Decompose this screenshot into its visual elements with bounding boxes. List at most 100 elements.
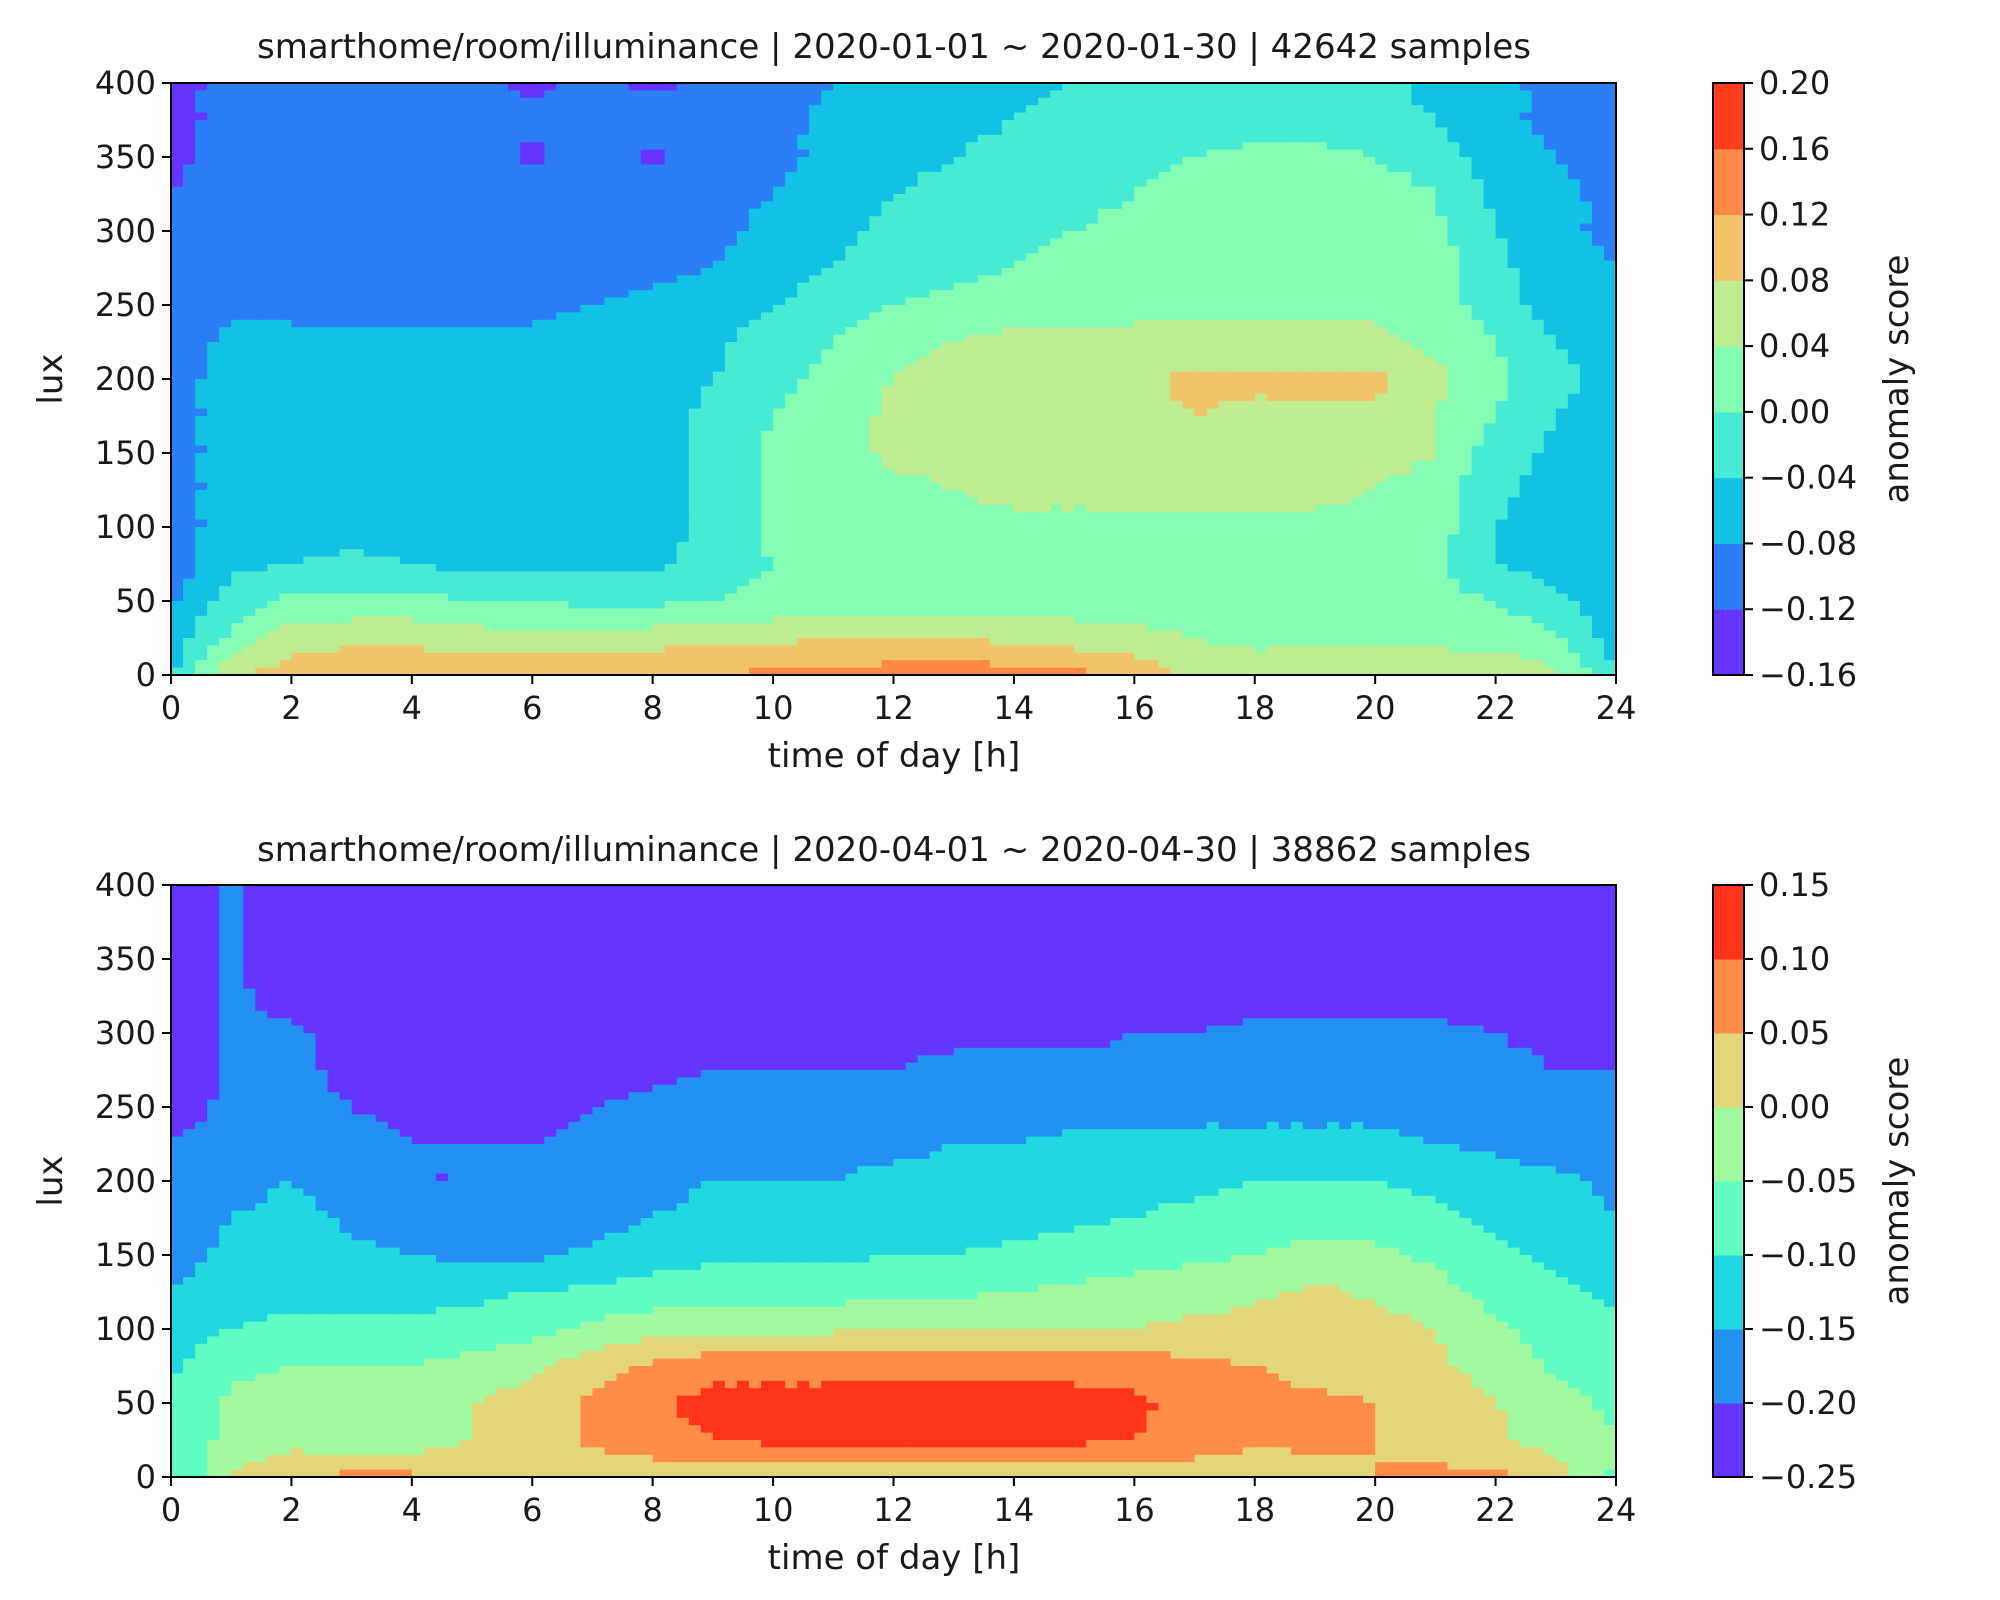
contour-cell <box>773 260 786 269</box>
contour-cell <box>231 245 244 254</box>
contour-cell <box>1579 201 1593 210</box>
contour-cell <box>351 171 365 180</box>
contour-cell <box>1062 231 1075 239</box>
contour-cell <box>1134 90 1147 99</box>
contour-cell <box>1471 142 1485 151</box>
contour-cell <box>1555 379 1569 387</box>
contour-cell <box>941 245 955 254</box>
contour-cell <box>1459 356 1473 365</box>
contour-cell <box>1134 364 1147 373</box>
contour-cell <box>399 297 413 306</box>
contour-cell <box>207 305 220 313</box>
contour-cell <box>207 275 220 284</box>
contour-cell <box>520 334 533 343</box>
contour-cell <box>1314 356 1328 365</box>
contour-cell <box>1339 112 1352 121</box>
contour-cell <box>508 297 521 306</box>
contour-cell <box>797 386 810 395</box>
contour-cell <box>1555 282 1569 291</box>
contour-cell <box>761 97 774 106</box>
contour-cell <box>255 349 268 358</box>
contour-cell <box>785 179 798 188</box>
contour-cell <box>1363 282 1376 291</box>
contour-cell <box>291 260 305 269</box>
contour-cell <box>1254 349 1268 358</box>
contour-cell <box>1134 238 1147 247</box>
contour-cell <box>472 364 485 373</box>
contour-cell <box>1603 349 1617 358</box>
contour-cell <box>797 105 810 114</box>
contour-cell <box>989 186 1003 195</box>
contour-cell <box>941 134 955 143</box>
contour-cell <box>1134 319 1147 328</box>
contour-cell <box>411 90 425 99</box>
contour-cell <box>857 231 871 239</box>
contour-cell <box>195 334 208 343</box>
contour-cell <box>1483 120 1497 128</box>
contour-cell <box>435 356 449 365</box>
contour-cell <box>1423 297 1436 306</box>
contour-cell <box>351 245 365 254</box>
contour-cell <box>640 83 654 91</box>
contour-cell <box>1182 334 1196 343</box>
contour-cell <box>869 386 883 395</box>
contour-cell <box>749 231 762 239</box>
contour-cell <box>496 260 509 269</box>
contour-cell <box>508 342 521 350</box>
contour-cell <box>941 112 955 121</box>
contour-cell <box>592 216 606 225</box>
contour-cell <box>1411 201 1424 210</box>
contour-cell <box>1098 164 1111 173</box>
contour-cell <box>1254 171 1268 180</box>
contour-cell <box>568 297 582 306</box>
contour-cell <box>857 334 871 343</box>
contour-cell <box>1290 238 1304 247</box>
contour-cell <box>785 305 798 313</box>
contour-cell <box>989 127 1003 136</box>
contour-cell <box>821 297 834 306</box>
contour-cell <box>761 245 774 254</box>
contour-cell <box>339 127 353 136</box>
contour-cell <box>568 164 582 173</box>
contour-cell <box>1603 290 1617 299</box>
contour-cell <box>1158 171 1172 180</box>
contour-cell <box>857 356 871 365</box>
contour-cell <box>857 282 871 291</box>
contour-cell <box>183 201 196 210</box>
contour-cell <box>965 97 979 106</box>
contour-cell <box>520 97 533 106</box>
contour-cell <box>905 120 919 128</box>
contour-cell <box>1086 327 1099 336</box>
contour-cell <box>375 120 389 128</box>
contour-cell <box>809 112 822 121</box>
contour-cell <box>1507 305 1521 313</box>
contour-cell <box>929 120 943 128</box>
contour-cell <box>809 334 822 343</box>
contour-cell <box>484 105 497 114</box>
contour-cell <box>435 386 449 395</box>
contour-cell <box>387 297 401 306</box>
contour-cell <box>1375 327 1388 336</box>
contour-cell <box>291 120 305 128</box>
contour-cell <box>1013 379 1027 387</box>
contour-cell <box>845 371 858 380</box>
contour-cell <box>1555 364 1569 373</box>
contour-cell <box>423 327 437 336</box>
contour-cell <box>1483 260 1497 269</box>
contour-cell <box>219 260 232 269</box>
contour-cell <box>688 379 702 387</box>
contour-cell <box>1218 179 1232 188</box>
contour-cell <box>544 216 557 225</box>
contour-cell <box>845 245 858 254</box>
contour-cell <box>1134 179 1147 188</box>
contour-cell <box>423 112 437 121</box>
contour-cell <box>1471 97 1485 106</box>
contour-cell <box>195 90 208 99</box>
contour-cell <box>195 268 208 276</box>
contour-cell <box>869 194 883 202</box>
contour-cell <box>1399 349 1412 358</box>
contour-cell <box>1375 157 1388 165</box>
contour-cell <box>1182 238 1196 247</box>
contour-cell <box>1001 112 1015 121</box>
contour-cell <box>905 83 919 91</box>
